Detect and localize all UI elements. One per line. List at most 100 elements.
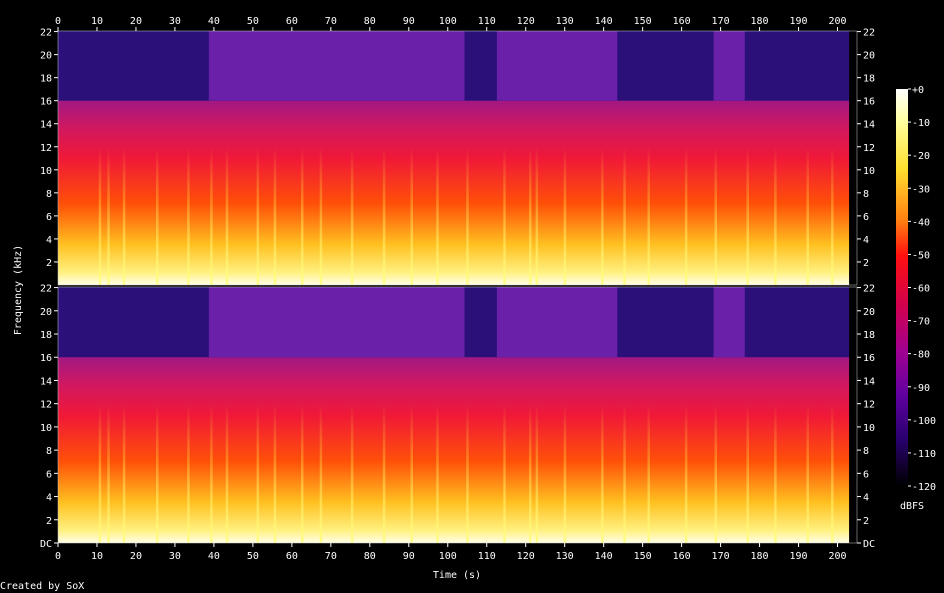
loud-column (273, 403, 277, 543)
loud-column (623, 403, 626, 543)
loud-column (746, 403, 749, 543)
loud-column (319, 403, 323, 543)
loud-column (806, 403, 810, 543)
loud-column (210, 403, 213, 543)
x-tick-label: 30 (169, 551, 181, 562)
loud-column (684, 146, 688, 285)
loud-column (601, 403, 604, 543)
x-tick-label: 10 (91, 551, 103, 562)
x-tick-label: 110 (478, 551, 496, 562)
y-axis-label: Frequency (kHz) (13, 245, 24, 335)
x-tick-label: 190 (790, 16, 808, 27)
y-tick-label: 16 (40, 97, 52, 108)
y-tick-label: 16 (863, 353, 875, 364)
x-tick-label: 80 (364, 551, 376, 562)
loud-column (107, 146, 110, 285)
x-tick-label: 180 (751, 16, 769, 27)
colorbar-label: dBFS (900, 501, 924, 512)
loud-column (774, 403, 777, 543)
y-tick-label: 8 (863, 446, 869, 457)
full-band-interval (496, 287, 618, 358)
loud-column (528, 403, 532, 543)
colorbar-tick-label: -90 (912, 383, 930, 394)
loud-column (436, 146, 439, 285)
loud-column (256, 403, 260, 543)
x-tick-label: 40 (208, 551, 220, 562)
full-band-interval (713, 31, 745, 101)
x-tick-label: 40 (208, 16, 220, 27)
colorbar-tick-label: -80 (912, 350, 930, 361)
y-tick-label: 2 (46, 516, 52, 527)
y-tick-label: 12 (40, 400, 52, 411)
x-tick-label: 20 (130, 16, 142, 27)
x-tick-label: 50 (247, 551, 259, 562)
y-tick-label: 22 (40, 284, 52, 295)
loud-column (647, 146, 650, 285)
loud-column (831, 146, 834, 285)
y-tick-label: 14 (40, 376, 52, 387)
x-tick-label: 140 (595, 16, 613, 27)
colorbar-tick-label: -120 (912, 482, 936, 493)
colorbar-tick-label: -110 (912, 449, 936, 460)
x-tick-label: 170 (712, 16, 730, 27)
loud-column (466, 146, 469, 285)
x-tick-label: 30 (169, 16, 181, 27)
loud-column (774, 146, 777, 285)
y-tick-label: 12 (863, 143, 875, 154)
y-tick-label: 2 (46, 258, 52, 269)
y-tick-label: 20 (863, 51, 875, 62)
colorbar-tick-label: -40 (912, 217, 930, 228)
x-tick-label: 60 (286, 551, 298, 562)
loud-column (107, 403, 110, 543)
x-tick-label: 180 (751, 551, 769, 562)
y-tick-label: 20 (40, 307, 52, 318)
loud-column (225, 146, 229, 285)
x-tick-label: 160 (673, 551, 691, 562)
y-tick-label: 20 (863, 307, 875, 318)
loud-column (382, 146, 386, 285)
x-tick-label: 0 (55, 16, 61, 27)
x-tick-label: 90 (403, 551, 415, 562)
y-tick-label: 18 (40, 330, 52, 341)
loud-column (503, 403, 506, 543)
x-tick-label: 100 (439, 16, 457, 27)
full-band-interval (208, 31, 465, 101)
x-tick-label: 140 (595, 551, 613, 562)
x-tick-label: 100 (439, 551, 457, 562)
x-tick-label: 120 (517, 551, 535, 562)
y-tick-label: 4 (46, 235, 52, 246)
x-tick-label: 120 (517, 16, 535, 27)
y-tick-label: 18 (863, 74, 875, 85)
loud-column (563, 403, 567, 543)
panel-frame (57, 286, 858, 544)
loud-column (535, 146, 539, 285)
x-tick-label: 130 (556, 551, 574, 562)
colorbar-tick-label: -70 (912, 317, 930, 328)
loud-column (98, 146, 102, 285)
x-tick-label: 200 (828, 16, 846, 27)
loud-column (300, 403, 304, 543)
x-tick-label: 130 (556, 16, 574, 27)
colorbar-tick-label: -10 (912, 118, 930, 129)
loud-column (155, 146, 159, 285)
y-tick-label: 6 (863, 212, 869, 223)
loud-column (256, 146, 260, 285)
y-tick-label: 2 (863, 258, 869, 269)
loud-column (714, 403, 718, 543)
y-tick-label: 10 (863, 423, 875, 434)
y-tick-label: 22 (863, 28, 875, 39)
x-tick-label: 170 (712, 551, 730, 562)
y-tick-label: 8 (46, 189, 52, 200)
y-tick-label: 4 (46, 493, 52, 504)
loud-column (350, 146, 354, 285)
colorbar-tick-label: -50 (912, 250, 930, 261)
loud-column (528, 146, 532, 285)
loud-column (410, 146, 414, 285)
x-tick-label: 90 (403, 16, 415, 27)
x-tick-label: 200 (828, 551, 846, 562)
x-tick-label: 10 (91, 16, 103, 27)
y-tick-label: 18 (863, 330, 875, 341)
y-tick-label: 8 (46, 446, 52, 457)
silence-region (849, 287, 857, 543)
